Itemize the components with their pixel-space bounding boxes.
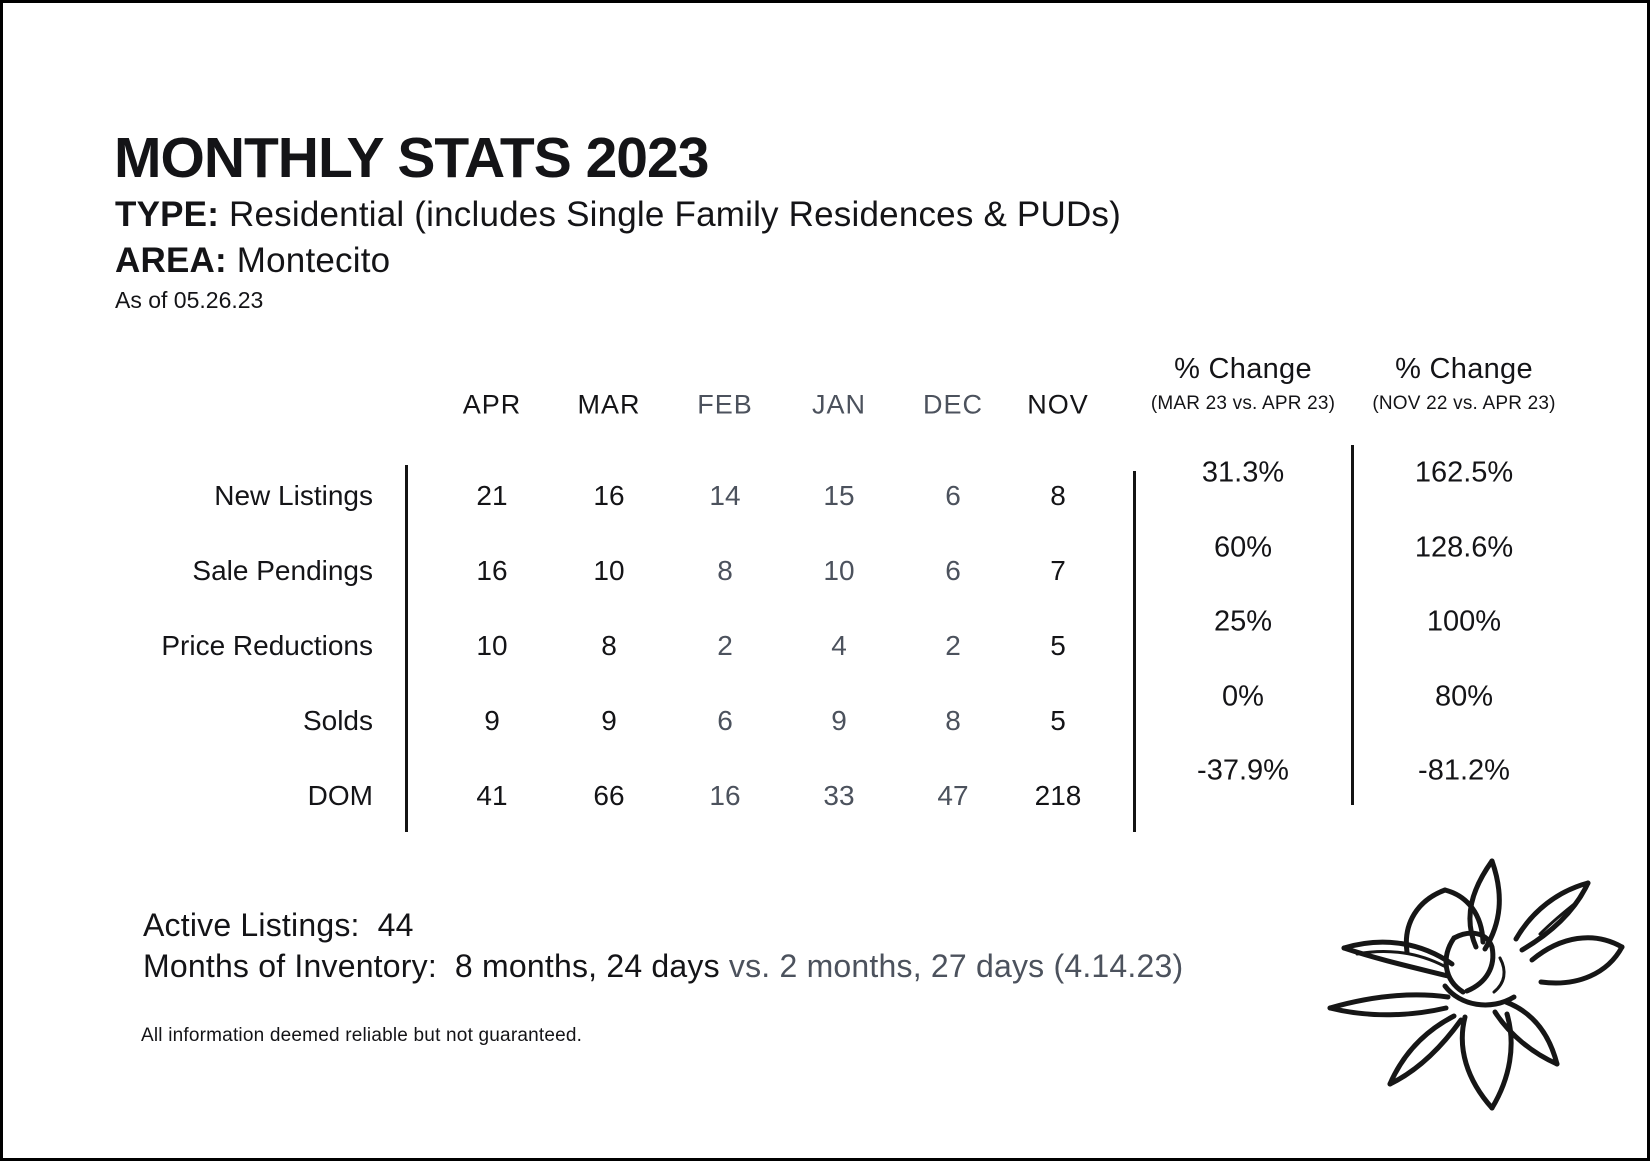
table-cell: 10: [476, 630, 508, 661]
disclaimer-text: All information deemed reliable but not …: [141, 1025, 583, 1046]
table-cell: 8: [1050, 480, 1066, 511]
table-cell: 10: [593, 555, 625, 586]
inventory-comparison-value: vs. 2 months, 27 days (4.14.23): [728, 948, 1184, 984]
table-cell: 9: [601, 705, 617, 736]
table-cell: 7: [1050, 555, 1066, 586]
pct-cell: 128.6%: [1414, 531, 1514, 564]
table-cell: 16: [476, 555, 508, 586]
table-cell: 9: [484, 705, 500, 736]
pct-cell: 25%: [1213, 605, 1273, 638]
page-title: MONTHLY STATS 2023: [114, 126, 709, 190]
table-cell: 66: [593, 780, 625, 811]
area-label: AREA:: [115, 241, 227, 280]
table-cell: 6: [945, 555, 961, 586]
months-of-inventory-line: Months of Inventory: 8 months, 24 days vs…: [143, 948, 1183, 985]
area-value: Montecito: [226, 241, 391, 280]
col-header-feb: FEB: [697, 389, 753, 420]
pct-change-title: % Change: [1174, 353, 1312, 385]
table-cell: 9: [831, 705, 847, 736]
table-cell: 41: [476, 780, 508, 811]
row-label-sale-pendings: Sale Pendings: [192, 555, 373, 586]
active-listings-value: 44: [377, 907, 414, 943]
table-cell: 47: [937, 780, 969, 811]
pct-change-header-1: % Change (MAR 23 vs. APR 23): [1093, 353, 1393, 415]
row-label-solds: Solds: [302, 705, 373, 736]
type-value: Residential (includes Single Family Resi…: [219, 195, 1121, 234]
flower-logo: [1327, 858, 1625, 1111]
pct-cell: 100%: [1426, 605, 1502, 638]
table-cell: 218: [1034, 780, 1082, 811]
pct1-divider-line: [1133, 471, 1136, 832]
as-of-date: As of 05.26.23: [115, 287, 264, 313]
table-cell: 8: [945, 705, 961, 736]
table-cell: 33: [823, 780, 855, 811]
col-header-nov: NOV: [1027, 389, 1089, 420]
pct-cell: -37.9%: [1197, 754, 1289, 787]
row-label-new-listings: New Listings: [214, 480, 373, 511]
table-cell: 6: [717, 705, 733, 736]
pct-cell: 162.5%: [1414, 456, 1514, 489]
pct2-divider-line: [1351, 445, 1354, 805]
pct-cell: 31.3%: [1201, 456, 1285, 489]
row-label-dom: DOM: [307, 780, 373, 811]
pct-change-subtitle: (NOV 22 vs. APR 23): [1372, 393, 1556, 414]
table-cell: 6: [945, 480, 961, 511]
table-cell: 5: [1050, 705, 1066, 736]
table-cell: 4: [831, 630, 847, 661]
pct-cell: 60%: [1213, 531, 1273, 564]
table-cell: 5: [1050, 630, 1066, 661]
pct-change-header-2: % Change (NOV 22 vs. APR 23): [1314, 353, 1614, 415]
table-cell: 14: [709, 480, 741, 511]
type-label: TYPE:: [115, 195, 220, 234]
area-line: AREA: Montecito: [115, 241, 390, 281]
table-cell: 15: [823, 480, 855, 511]
inventory-label: Months of Inventory:: [143, 948, 437, 984]
pct-change-subtitle: (MAR 23 vs. APR 23): [1150, 393, 1336, 414]
active-listings-label: Active Listings:: [143, 907, 360, 943]
table-cell: 2: [945, 630, 961, 661]
table-cell: 10: [823, 555, 855, 586]
table-cell: 16: [593, 480, 625, 511]
table-cell: 2: [717, 630, 733, 661]
pct-change-title: % Change: [1395, 353, 1533, 385]
inventory-current-value: 8 months, 24 days: [454, 948, 720, 984]
pct-cell: -81.2%: [1418, 754, 1510, 787]
active-listings-line: Active Listings: 44: [143, 907, 414, 944]
table-cell: 8: [601, 630, 617, 661]
table-cell: 16: [709, 780, 741, 811]
col-header-dec: DEC: [922, 389, 984, 420]
col-header-jan: JAN: [811, 389, 867, 420]
col-header-mar: MAR: [577, 389, 641, 420]
table-cell: 8: [717, 555, 733, 586]
type-line: TYPE: Residential (includes Single Famil…: [115, 195, 1121, 235]
labels-divider-line: [405, 465, 408, 832]
table-cell: 21: [476, 480, 508, 511]
row-label-price-reductions: Price Reductions: [161, 630, 373, 661]
pct-cell: 80%: [1434, 680, 1494, 713]
col-header-apr: APR: [462, 389, 522, 420]
pct-cell: 0%: [1222, 680, 1264, 713]
